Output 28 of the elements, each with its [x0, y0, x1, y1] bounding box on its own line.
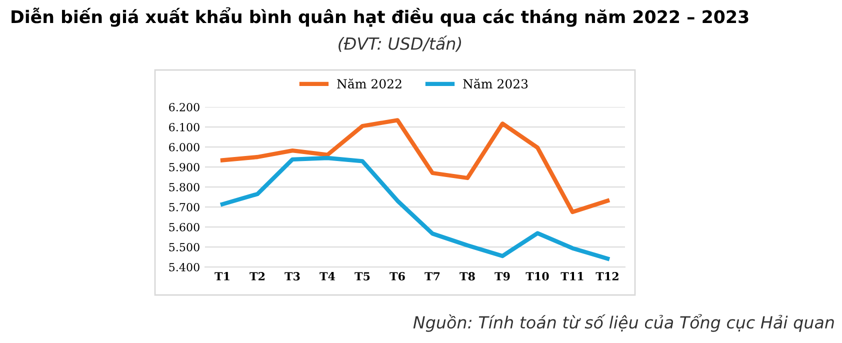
- line-series: [220, 156, 610, 261]
- x-tick-label: T9: [494, 272, 510, 280]
- y-tick-label: 5.900: [169, 162, 200, 172]
- x-tick-label: T8: [460, 272, 475, 280]
- x-tick-label: T10: [526, 272, 549, 280]
- y-tick-label: 6.200: [169, 102, 200, 112]
- y-tick-label: 5.700: [169, 202, 200, 212]
- x-tick-label: T3: [284, 272, 300, 280]
- line-series: [220, 118, 610, 214]
- y-tick-label: 5.400: [169, 262, 200, 272]
- x-tick-label: T5: [354, 272, 370, 280]
- y-tick-label: 5.600: [169, 222, 200, 232]
- y-tick-label: 6.100: [169, 122, 200, 132]
- chart-title: Diễn biến giá xuất khẩu bình quân hạt điều qua các tháng năm 2022 – 2023: [12, 7, 748, 27]
- x-tick-label: T1: [214, 272, 230, 280]
- legend-label: Năm 2023: [463, 78, 528, 89]
- y-tick-label: 5.800: [169, 182, 200, 192]
- y-tick-label: 5.500: [169, 242, 200, 252]
- x-tick-label: T7: [424, 272, 440, 280]
- x-tick-label: T11: [560, 272, 584, 280]
- x-tick-label: T12: [596, 272, 618, 280]
- x-tick-label: T2: [250, 272, 264, 280]
- x-tick-label: T4: [320, 272, 336, 280]
- x-tick-label: T6: [390, 272, 405, 280]
- chart-subtitle: (ĐVT: USD/tấn): [338, 36, 462, 52]
- y-tick-label: 6.000: [169, 142, 200, 152]
- text: Nguồn: Tính toán từ số liệu của Tổng cục Hải quan: [413, 314, 834, 332]
- legend-label: Năm 2022: [337, 78, 402, 89]
